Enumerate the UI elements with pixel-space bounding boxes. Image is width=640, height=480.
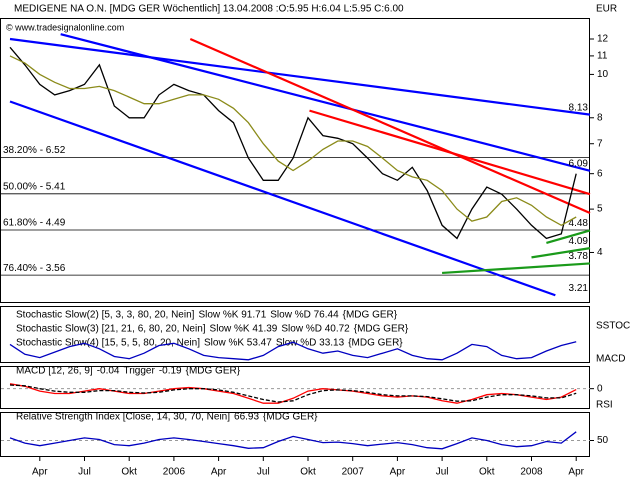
legend-text: Relative Strength Index [Close, 14, 30, … xyxy=(16,412,230,423)
trendline-label: 4.48 xyxy=(569,218,589,229)
legend-text: {MDG GER} xyxy=(263,412,318,423)
trendline-label: 6.09 xyxy=(569,158,589,169)
x-tick-label: 2007 xyxy=(342,467,365,478)
x-tick-label: Apr xyxy=(211,467,227,478)
y-tick-label: 10 xyxy=(597,69,609,80)
legend-text: Slow %D 76.44 xyxy=(270,310,339,321)
x-tick-label: Jul xyxy=(257,467,270,478)
x-tick-label: 2006 xyxy=(163,467,186,478)
trendline-label: 8.13 xyxy=(569,102,589,113)
legend-text: -0.04 xyxy=(97,366,120,377)
legend-text: Slow %D 33.13 xyxy=(276,338,345,349)
legend-text: Stochastic Slow(2) [5, 3, 3, 80, 20, Nei… xyxy=(16,310,195,321)
legend-text: MACD [12, 26, 9] xyxy=(16,366,93,377)
x-tick-label: Apr xyxy=(32,467,48,478)
trendline xyxy=(546,229,591,245)
series-line xyxy=(9,431,577,450)
y-tick-label: 11 xyxy=(597,51,608,62)
series-line xyxy=(9,384,577,403)
y-tick-label: 12 xyxy=(597,34,609,45)
fib-label: 61.80% - 4.49 xyxy=(3,218,66,229)
x-tick-label: Jul xyxy=(78,467,91,478)
legend-text: -0.19 xyxy=(159,366,182,377)
chart-title: MEDIGENE NA O.N. [MDG GER Wöchentlich] 1… xyxy=(14,4,404,15)
y-tick-label: 50 xyxy=(597,435,609,446)
watermark: © www.tradesignalonline.com xyxy=(6,22,124,32)
x-tick-label: 2008 xyxy=(520,467,543,478)
trendline-label: 3.21 xyxy=(569,283,589,294)
fib-label: 38.20% - 6.52 xyxy=(3,145,66,156)
legend-text: Slow %K 53.47 xyxy=(204,338,272,349)
series-line xyxy=(9,383,577,404)
trendline xyxy=(60,33,591,172)
panel-label: MACD xyxy=(596,354,625,365)
trendline xyxy=(9,100,556,297)
trendline xyxy=(189,37,591,215)
legend-text: Slow %D 40.72 xyxy=(281,324,350,335)
legend-text: 66.93 xyxy=(234,412,259,423)
legend-text: Slow %K 41.39 xyxy=(210,324,278,335)
stoch-panel xyxy=(0,306,590,363)
y-tick-label: 7 xyxy=(597,138,603,149)
macd-panel xyxy=(0,366,590,409)
legend-text: Slow %K 91.71 xyxy=(198,310,266,321)
x-tick-label: Jul xyxy=(436,467,449,478)
x-tick-label: Okt xyxy=(479,467,495,478)
series-line xyxy=(9,55,577,227)
x-tick-label: Okt xyxy=(300,467,316,478)
y-tick-label: 8 xyxy=(597,112,603,123)
legend-text: {MDG GER} xyxy=(354,324,409,335)
y-tick-label: 5 xyxy=(597,204,603,215)
trendline-label: 4.09 xyxy=(569,236,589,247)
trendline xyxy=(531,247,591,259)
fib-label: 76.40% - 3.56 xyxy=(3,263,66,274)
x-tick-label: Apr xyxy=(390,467,406,478)
fib-label: 50.00% - 5.41 xyxy=(3,181,66,192)
y-tick-label: 4 xyxy=(597,247,603,258)
legend-text: {MDG GER} xyxy=(343,310,398,321)
rsi-panel xyxy=(0,412,590,457)
y-tick-label: 0 xyxy=(597,383,603,394)
trendline-label: 3.78 xyxy=(569,251,589,262)
y-axis-label: EUR xyxy=(596,4,617,15)
x-tick-label: Okt xyxy=(121,467,137,478)
legend-text: Trigger xyxy=(124,366,156,377)
series-line xyxy=(9,46,577,240)
series-line xyxy=(9,341,577,361)
legend-text: Stochastic Slow(4) [15, 5, 5, 80, 20, Ne… xyxy=(16,338,200,349)
panel-label: RSI xyxy=(596,400,613,411)
trendline xyxy=(309,109,591,196)
trendline xyxy=(442,262,591,275)
legend-text: {MDG GER} xyxy=(348,338,403,349)
legend-text: {MDG GER} xyxy=(186,366,241,377)
trendline xyxy=(9,37,591,116)
y-tick-label: 6 xyxy=(597,168,603,179)
panel-label: SSTOC xyxy=(596,321,630,332)
legend-text: Stochastic Slow(3) [21, 21, 6, 80, 20, N… xyxy=(16,324,206,335)
main-panel xyxy=(0,18,590,303)
x-tick-label: Apr xyxy=(568,467,584,478)
